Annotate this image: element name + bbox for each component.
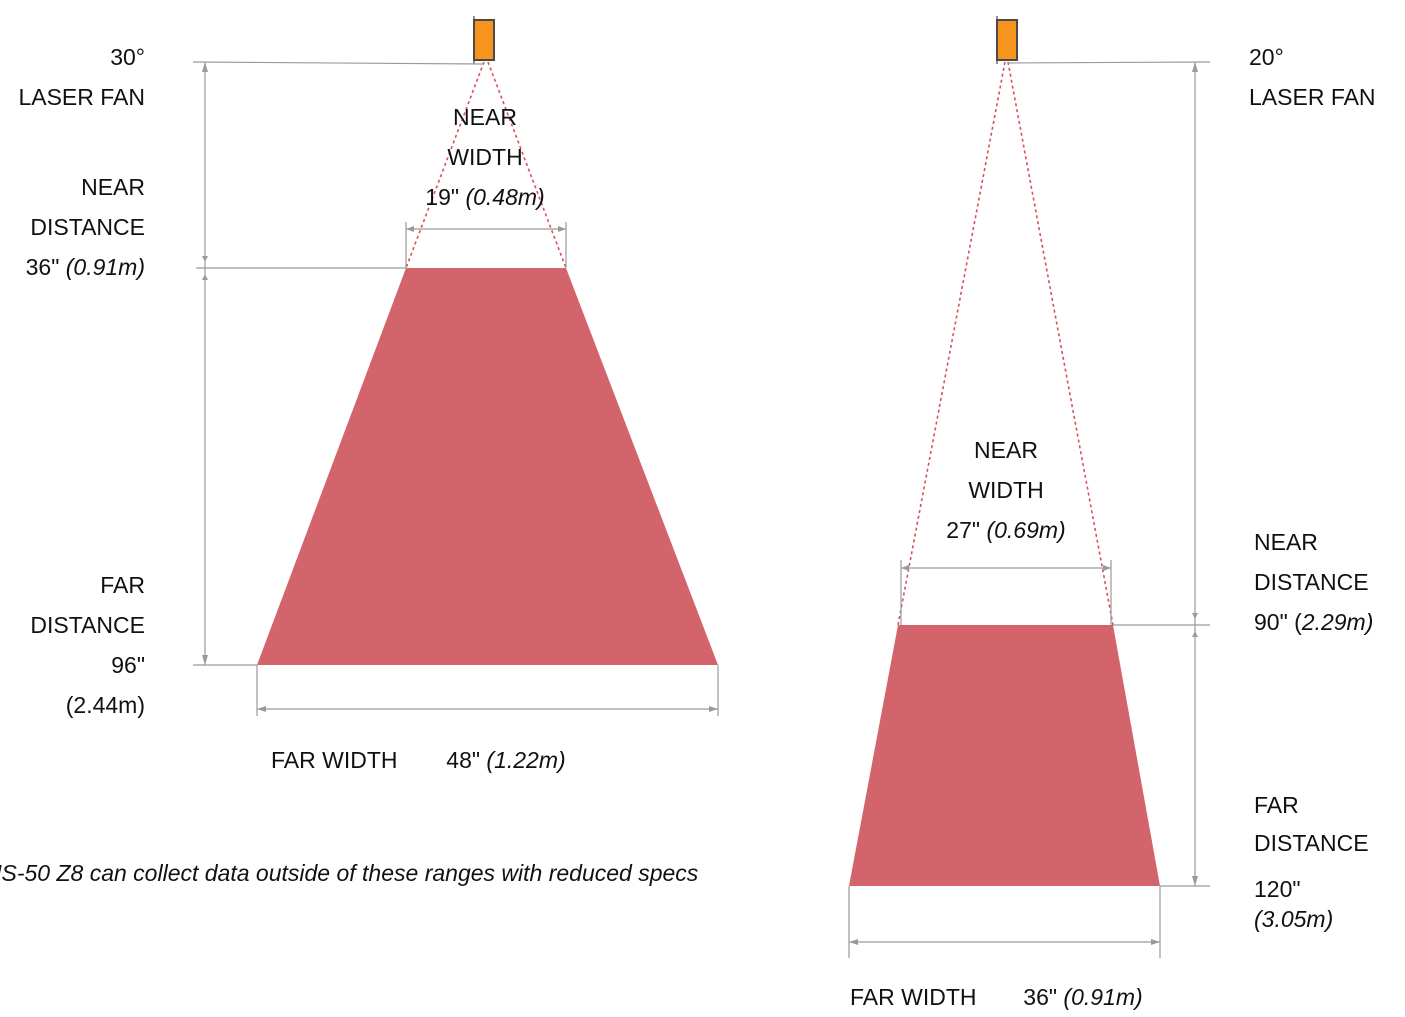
near-distance-label-2: NEAR DISTANCE 90" (2.29m): [1254, 522, 1373, 642]
far-distance-line1-2: FAR: [1254, 792, 1299, 818]
near-width-imperial-2: 27": [946, 517, 981, 543]
far-width-label: FAR WIDTH 48" (1.22m): [271, 740, 566, 780]
distance-arrow-bottom: [1192, 876, 1198, 886]
near-distance-line1-2: NEAR: [1254, 529, 1318, 555]
fan-angle-label: 30° LASER FAN: [18, 37, 145, 117]
near-width-arrow-right: [558, 226, 566, 232]
distance-arrow-top: [202, 62, 208, 72]
near-width-line2-2: WIDTH: [968, 477, 1044, 503]
fan-diagram-20: [848, 16, 1211, 958]
far-distance-metric: (2.44m): [65, 692, 145, 718]
far-width-imperial: 48": [446, 747, 481, 773]
range-note-text: JS-50 Z8 can collect data outside of the…: [0, 860, 699, 886]
fan-diagram-30: [192, 16, 719, 716]
far-width-arrow-right: [1151, 939, 1160, 945]
sensor-icon: [996, 19, 1018, 61]
far-width-text: FAR WIDTH: [271, 747, 398, 773]
near-width-metric: (0.48m): [465, 184, 545, 210]
scan-area-trapezoid: [849, 625, 1160, 886]
near-width-imperial: 19": [425, 184, 460, 210]
fan-label-text: LASER FAN: [18, 84, 145, 110]
fan-angle-value: 30°: [110, 44, 145, 70]
far-width-metric-2: (0.91m): [1063, 984, 1143, 1010]
origin-reference-line: [192, 61, 485, 65]
far-distance-label: FAR DISTANCE 96" (2.44m): [30, 565, 145, 725]
near-distance-line2: DISTANCE: [30, 214, 145, 240]
near-distance-label: NEAR DISTANCE 36" (0.91m): [26, 167, 145, 287]
near-distance-imperial: 36": [25, 254, 60, 280]
range-note: JS-50 Z8 can collect data outside of the…: [0, 853, 698, 893]
near-width-line2: WIDTH: [447, 144, 523, 170]
near-distance-line2-2: DISTANCE: [1254, 569, 1369, 595]
far-distance-imperial-2: 120": [1254, 876, 1301, 902]
far-distance-label-2: FAR DISTANCE 120" (3.05m): [1254, 786, 1369, 932]
far-width-arrow-left: [849, 939, 858, 945]
near-width-label-2: NEAR WIDTH 27" (0.69m): [906, 430, 1106, 550]
distance-arrow-near-down: [1192, 631, 1198, 637]
near-width-arrow-right: [1103, 565, 1111, 571]
sensor-icon: [473, 19, 495, 61]
fan-label-text-2: LASER FAN: [1249, 84, 1376, 110]
near-distance-line1: NEAR: [81, 174, 145, 200]
far-width-label-2: FAR WIDTH 36" (0.91m): [850, 977, 1143, 1017]
far-distance-line1: FAR: [100, 572, 145, 598]
far-width-text-2: FAR WIDTH: [850, 984, 977, 1010]
far-distance-line2: DISTANCE: [30, 612, 145, 638]
distance-arrow-near-down: [202, 274, 208, 280]
far-distance-line2-2: DISTANCE: [1254, 830, 1369, 856]
far-width-imperial-2: 36": [1023, 984, 1058, 1010]
fan-angle-value-2: 20°: [1249, 44, 1284, 70]
far-distance-metric-2: (3.05m): [1254, 906, 1334, 932]
origin-reference-line: [1007, 61, 1211, 64]
near-distance-metric-2: 2.29m): [1301, 609, 1374, 635]
near-width-label: NEAR WIDTH 19" (0.48m): [385, 97, 585, 217]
near-width-line1-2: NEAR: [974, 437, 1038, 463]
near-width-arrow-left: [406, 226, 414, 232]
distance-arrow-near-up: [1192, 613, 1198, 619]
near-distance-imperial-2: 90" (: [1254, 609, 1302, 635]
near-width-line1: NEAR: [453, 104, 517, 130]
far-width-arrow-left: [257, 706, 266, 712]
near-width-arrow-left: [901, 565, 909, 571]
far-width-arrow-right: [709, 706, 718, 712]
distance-arrow-near-up: [202, 256, 208, 262]
distance-arrow-top: [1192, 62, 1198, 72]
near-width-metric-2: (0.69m): [986, 517, 1066, 543]
beam-edge-right: [487, 61, 567, 269]
beam-edge-left: [405, 61, 485, 269]
scan-area-trapezoid: [257, 268, 718, 665]
distance-arrow-bottom: [202, 655, 208, 665]
far-width-metric: (1.22m): [486, 747, 566, 773]
fan-angle-label-2: 20° LASER FAN: [1249, 37, 1376, 117]
far-distance-imperial: 96": [111, 652, 145, 678]
near-distance-metric: (0.91m): [65, 254, 145, 280]
